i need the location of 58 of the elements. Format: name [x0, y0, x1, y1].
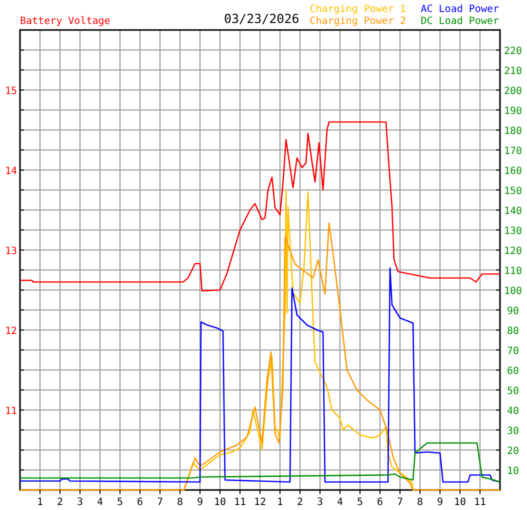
- x-tick-label: 6: [136, 497, 144, 508]
- x-tick-label: 12: [254, 497, 266, 508]
- x-tick-label: 1: [276, 497, 284, 508]
- x-tick-label: 7: [396, 497, 404, 508]
- x-tick-label: 7: [156, 497, 164, 508]
- y2-tick-label: 200: [504, 86, 522, 97]
- line-series: [19, 442, 501, 483]
- y-tick-label: 12: [4, 326, 17, 337]
- y2-tick-label: 20: [506, 446, 520, 457]
- y-tick-label: 11: [4, 406, 17, 417]
- y2-tick-label: 110: [504, 266, 522, 277]
- y2-tick-label: 210: [504, 66, 522, 77]
- x-tick-label: 4: [96, 497, 104, 508]
- x-tick-label: 10: [214, 497, 226, 508]
- line-series: [19, 121, 501, 292]
- text: Battery Voltage: [20, 16, 110, 27]
- text: AC Load Power: [420, 4, 499, 15]
- x-tick-label: 2: [56, 497, 64, 508]
- x-tick-label: 5: [356, 497, 364, 508]
- x-tick-label: 11: [234, 497, 246, 508]
- y-tick-label: 15: [4, 86, 17, 97]
- y-tick-label: 13: [4, 246, 17, 257]
- x-tick-label: 3: [316, 497, 324, 508]
- x-tick-label: 6: [376, 497, 384, 508]
- y2-tick-label: 70: [506, 346, 520, 357]
- x-tick-label: 10: [454, 497, 466, 508]
- y2-tick-label: 160: [504, 166, 522, 177]
- text: Charging Power 2: [310, 16, 406, 27]
- x-tick-label: 8: [416, 497, 424, 508]
- y2-tick-label: 170: [504, 146, 522, 157]
- x-tick-label: 8: [176, 497, 184, 508]
- x-tick-label: 3: [76, 497, 84, 508]
- y-tick-label: 14: [4, 166, 17, 177]
- y2-tick-label: 100: [504, 286, 522, 297]
- y2-tick-label: 120: [504, 246, 522, 257]
- y2-tick-label: 130: [504, 226, 522, 237]
- y2-tick-label: 90: [506, 306, 520, 317]
- y2-tick-label: 150: [504, 186, 522, 197]
- text: Charging Power 1: [310, 4, 406, 15]
- x-tick-label: 1: [36, 497, 44, 508]
- y2-tick-label: 190: [504, 106, 522, 117]
- y2-tick-label: 180: [504, 126, 522, 137]
- y2-tick-label: 140: [504, 206, 522, 217]
- y2-tick-label: 40: [506, 406, 520, 417]
- chart-title: 03/23/2026: [224, 11, 300, 26]
- y2-tick-label: 50: [506, 386, 520, 397]
- x-tick-label: 2: [296, 497, 304, 508]
- x-tick-label: 4: [336, 497, 344, 508]
- x-tick-label: 9: [436, 497, 444, 508]
- x-tick-label: 9: [196, 497, 204, 508]
- y2-tick-label: 30: [506, 426, 520, 437]
- y2-tick-label: 220: [504, 46, 522, 57]
- x-tick-label: 11: [474, 497, 486, 508]
- x-tick-label: 5: [116, 497, 124, 508]
- y2-tick-label: 60: [506, 366, 520, 377]
- y2-tick-label: 80: [506, 326, 520, 337]
- y2-tick-label: 10: [506, 466, 520, 477]
- text: DC Load Power: [420, 16, 499, 27]
